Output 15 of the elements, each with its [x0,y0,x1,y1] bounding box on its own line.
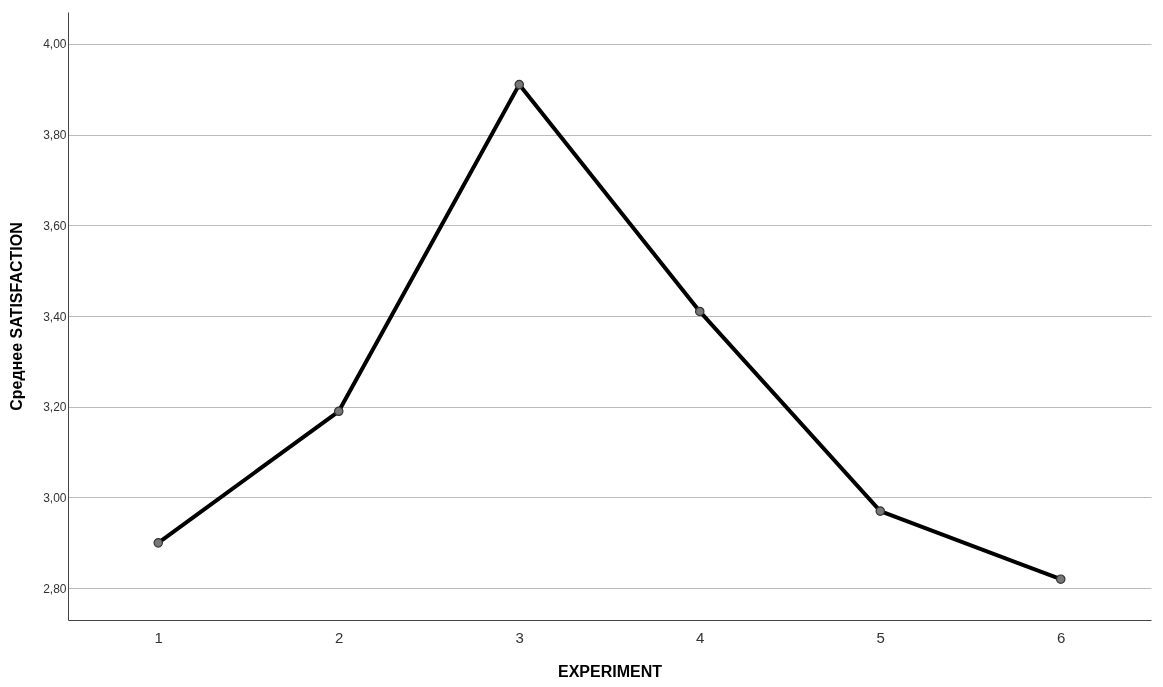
y-tick-label: 3,60 [43,218,67,233]
y-tick-label: 2,80 [43,581,67,596]
y-axis-title: Среднее SATISFACTION [8,222,26,411]
x-tick-label: 2 [335,628,344,646]
x-tick-label: 6 [1057,628,1066,646]
y-tick-label: 3,20 [43,400,67,415]
x-tick-label: 5 [876,628,885,646]
y-tick-label: 4,00 [43,37,67,52]
x-tick-label: 4 [696,628,705,646]
x-tick-label: 1 [154,628,163,646]
x-axis-title: EXPERIMENT [557,662,663,680]
x-tick-label: 3 [515,628,524,646]
y-tick-label: 3,40 [43,309,67,324]
y-tick-label: 3,80 [43,128,67,143]
y-tick-label: 3,00 [43,490,67,505]
